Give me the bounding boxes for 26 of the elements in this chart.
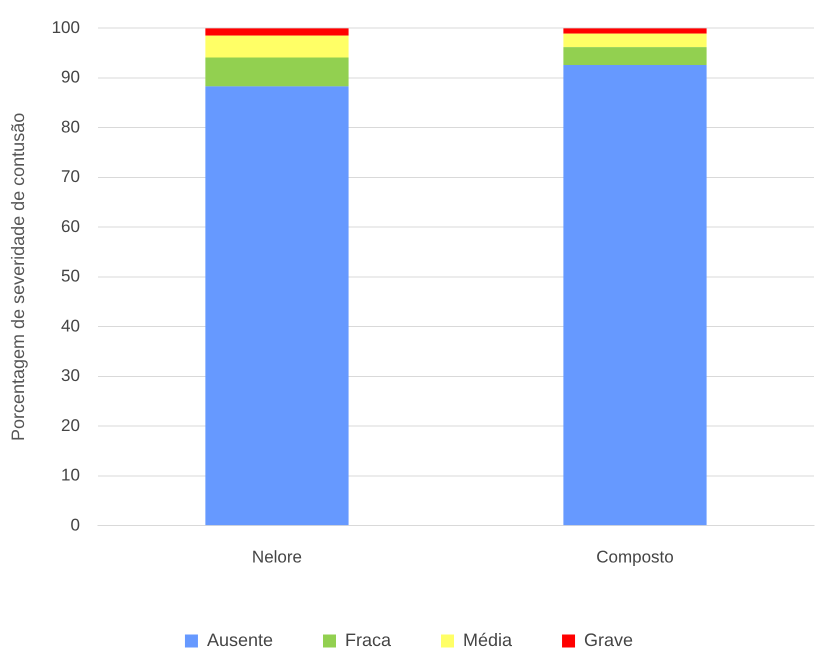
bar bbox=[563, 65, 707, 526]
y-tick-label: 100 bbox=[52, 18, 80, 37]
bar bbox=[205, 28, 349, 36]
y-tick-label: 70 bbox=[61, 167, 80, 186]
bar bbox=[563, 28, 707, 34]
y-tick-label: 30 bbox=[61, 366, 80, 386]
y-axis-title: Porcentagem de severidade de contusão bbox=[8, 112, 28, 442]
y-tick-label: 10 bbox=[61, 466, 80, 485]
bar bbox=[205, 58, 349, 86]
y-tick-label: 20 bbox=[61, 416, 80, 435]
y-tick-label: 0 bbox=[70, 515, 80, 534]
bar bbox=[205, 36, 349, 58]
y-tick-label: 50 bbox=[61, 266, 80, 286]
legend-label: Média bbox=[463, 630, 514, 650]
y-tick-label: 60 bbox=[61, 216, 80, 236]
x-tick-label: Nelore bbox=[252, 547, 302, 566]
y-tick-label: 40 bbox=[61, 316, 80, 336]
y-tick-label: 90 bbox=[61, 68, 80, 87]
legend-label: Ausente bbox=[206, 630, 274, 650]
bar bbox=[205, 86, 349, 526]
legend-label: Grave bbox=[584, 630, 634, 650]
bar bbox=[563, 34, 707, 48]
y-tick-label: 80 bbox=[61, 117, 80, 136]
x-tick-label: Composto bbox=[596, 547, 674, 566]
legend-label: Fraca bbox=[345, 630, 392, 650]
bar bbox=[563, 47, 707, 66]
